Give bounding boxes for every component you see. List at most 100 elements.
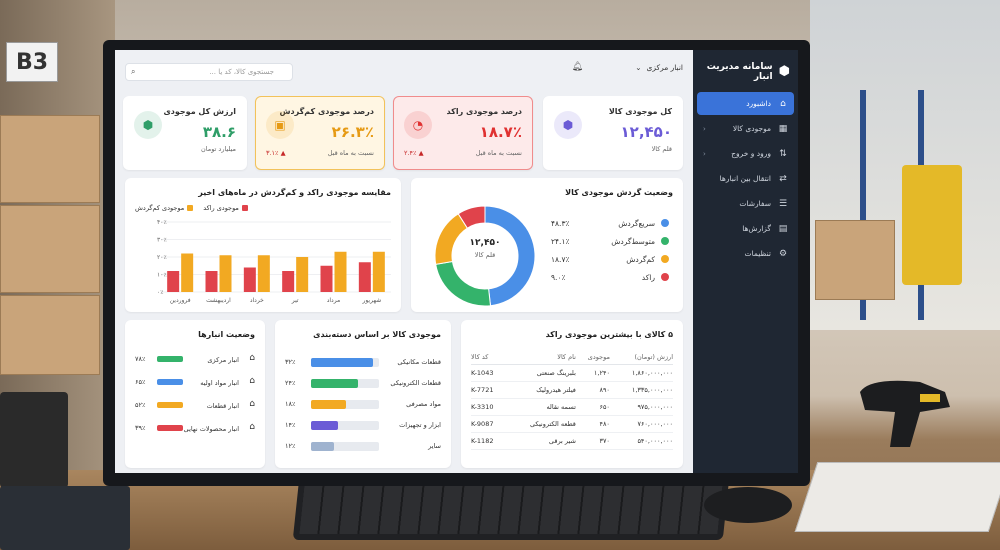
turnover-donut bbox=[434, 205, 536, 307]
turnover-card: وضعیت گردش موجودی کالا ۱۲,۴۵۰ قلم کالا س… bbox=[411, 178, 683, 312]
search-input[interactable]: جستجوی کالا، کد یا ... ⌕ bbox=[125, 63, 293, 81]
sidebar-item-1[interactable]: ▦ موجودی کالا ‹ bbox=[697, 117, 794, 140]
category-bar-track bbox=[311, 400, 379, 409]
swap-icon: ⇅ bbox=[779, 148, 787, 159]
sidebar-item-label: سفارشات bbox=[739, 199, 771, 208]
category-bar-fill bbox=[311, 358, 374, 367]
sidebar-item-0[interactable]: ⌂ داشبورد bbox=[697, 92, 794, 115]
kpi-unit: قلم کالا bbox=[651, 145, 672, 153]
legend-series-name: موجودی کم‌گردش bbox=[135, 204, 185, 212]
cardboard-box bbox=[815, 220, 895, 300]
bar-0-5 bbox=[358, 262, 371, 292]
table-cell: فیلتر هیدرولیک bbox=[505, 381, 576, 399]
category-bar-track bbox=[311, 358, 379, 367]
keyboard bbox=[292, 478, 730, 540]
kpi-card-3: ارزش کل موجودی ۳۸.۶ میلیارد تومان ⬢ bbox=[123, 96, 247, 170]
category-bar-track bbox=[311, 442, 379, 451]
warehouse-row[interactable]: ⌂ انبار محصولات نهایی ۳۹٪ bbox=[135, 421, 255, 439]
table-cell: شیر برقی bbox=[505, 432, 576, 450]
table-row[interactable]: K-1043 بلبرینگ صنعتی ۱,۲۴۰ ۱,۸۶۰,۰۰۰,۰۰۰ bbox=[471, 364, 673, 382]
bar-0-1 bbox=[205, 271, 218, 292]
warehouse-bar bbox=[157, 379, 183, 385]
category-stock-card: موجودی کالا بر اساس دسته‌بندی قطعات مکان… bbox=[275, 320, 451, 468]
table-row[interactable]: K-1182 شیر برقی ۳۷۰ ۵۴۰,۰۰۰,۰۰۰ bbox=[471, 432, 673, 450]
brand-title: سامانه مدیریت انبار bbox=[706, 62, 773, 82]
legend-series-name: موجودی راکد bbox=[203, 204, 239, 212]
legend-percent: ۱۸.۷٪ bbox=[551, 254, 570, 264]
category-row: قطعات الکترونیکی ۲۴٪ bbox=[285, 375, 441, 393]
kpi-change: ▲ ۲.۴٪ bbox=[404, 149, 424, 157]
warehouse-bar bbox=[157, 402, 183, 408]
chevron-left-icon: ‹ bbox=[703, 124, 706, 133]
turnover-title: وضعیت گردش موجودی کالا bbox=[565, 188, 673, 197]
warehouse-row[interactable]: ⌂ انبار قطعات ۵۲٪ bbox=[135, 398, 255, 416]
home-icon: ⌂ bbox=[780, 98, 786, 109]
barcode-scanner bbox=[860, 380, 950, 447]
x-tick-label: فروردین bbox=[170, 297, 191, 304]
sidebar-item-5[interactable]: ▤ گزارش‌ها bbox=[697, 217, 794, 240]
table-cell: ۱,۲۴۰ bbox=[575, 364, 610, 382]
comparison-chart-card: مقایسه موجودی راکد و کم‌گردش در ماه‌های … bbox=[125, 178, 401, 312]
notebook bbox=[0, 486, 130, 550]
bar-0-0 bbox=[167, 271, 180, 292]
pen-holder bbox=[0, 392, 68, 488]
sidebar-item-6[interactable]: ⚙ تنظیمات bbox=[697, 242, 794, 265]
legend-label: متوسط‌گردش bbox=[611, 236, 655, 246]
sidebar-item-3[interactable]: ⇄ انتقال بین انبارها bbox=[697, 167, 794, 190]
warehouse-row[interactable]: ⌂ انبار مواد اولیه ۶۵٪ bbox=[135, 375, 255, 393]
sidebar-item-label: داشبورد bbox=[746, 99, 771, 108]
table-cell: K-1182 bbox=[471, 432, 506, 450]
warehouse-row[interactable]: ⌂ انبار مرکزی ۷۸٪ bbox=[135, 352, 255, 370]
x-tick-label: تیر bbox=[291, 297, 299, 304]
bell-icon[interactable]: 🔔︎ bbox=[571, 62, 583, 72]
table-header-cell: نام کالا bbox=[505, 350, 576, 365]
sidebar-item-label: تنظیمات bbox=[744, 249, 771, 258]
table-row[interactable]: K-3310 تسمه نقاله ۶۵۰ ۹۷۵,۰۰۰,۰۰۰ bbox=[471, 398, 673, 416]
legend-dot bbox=[661, 237, 669, 245]
table-cell: ۵۴۰,۰۰۰,۰۰۰ bbox=[609, 432, 673, 450]
table-row[interactable]: K-9087 قطعه الکترونیکی ۴۸۰ ۷۶۰,۰۰۰,۰۰۰ bbox=[471, 415, 673, 433]
y-tick-label: ۳۰٪ bbox=[157, 237, 167, 244]
category-bar-fill bbox=[311, 421, 339, 430]
legend-label: کم‌گردش bbox=[626, 254, 655, 264]
table-cell: K-7721 bbox=[471, 381, 506, 399]
stagnant-table-header: کد کالا نام کالا موجودی ارزش (تومان) bbox=[471, 350, 673, 365]
location-selector[interactable]: انبار مرکزی ⌄ bbox=[635, 63, 683, 72]
search-placeholder: جستجوی کالا، کد یا ... bbox=[209, 68, 274, 76]
turnover-legend-row: کم‌گردش ۱۸.۷٪ bbox=[551, 250, 669, 268]
warehouse-label: انبار قطعات bbox=[206, 402, 239, 410]
y-tick-label: ۲۰٪ bbox=[157, 254, 167, 261]
stagnant-table: کد کالا نام کالا موجودی ارزش (تومان) K-1043… bbox=[471, 350, 673, 450]
bar-1-0 bbox=[181, 253, 194, 292]
legend-percent: ۲۴.۱٪ bbox=[551, 236, 570, 246]
turnover-legend-row: متوسط‌گردش ۲۴.۱٪ bbox=[551, 232, 669, 250]
sidebar-item-2[interactable]: ⇅ ورود و خروج ‹ bbox=[697, 142, 794, 165]
category-label: قطعات الکترونیکی bbox=[390, 379, 441, 387]
cube-icon: ⬢ bbox=[554, 111, 582, 139]
sidebar-nav: ⌂ داشبورد ▦ موجودی کالا ‹ ⇅ ورود و خروج ‹ ⇄ انتقا… bbox=[693, 92, 798, 265]
table-row[interactable]: K-7721 فیلتر هیدرولیک ۸۹۰ ۱,۳۳۵,۰۰۰,۰۰۰ bbox=[471, 381, 673, 399]
kpi-value: ۲۶.۳٪ bbox=[331, 123, 374, 141]
donut-slice-0 bbox=[484, 205, 536, 307]
chevron-left-icon: ‹ bbox=[703, 149, 706, 158]
bar-1-1 bbox=[219, 255, 232, 292]
x-tick-label: شهریور bbox=[361, 297, 381, 304]
bar-0-4 bbox=[320, 265, 333, 292]
x-tick-label: خرداد bbox=[250, 297, 264, 304]
kpi-note: نسبت به ماه قبل bbox=[327, 149, 374, 157]
legend-swatch bbox=[241, 205, 248, 211]
table-cell: ۳۷۰ bbox=[575, 432, 610, 450]
table-cell: قطعه الکترونیکی bbox=[505, 415, 576, 433]
grid-icon: ▦ bbox=[778, 123, 788, 134]
comparison-chart-title: مقایسه موجودی راکد و کم‌گردش در ماه‌های … bbox=[198, 188, 391, 197]
x-tick-label: اردیبهشت bbox=[206, 297, 231, 304]
category-row: ابزار و تجهیزات ۱۴٪ bbox=[285, 417, 441, 435]
donut-center-value: ۱۲,۴۵۰ bbox=[469, 238, 501, 248]
legend-label: سریع‌گردش bbox=[618, 218, 655, 228]
warehouse-percent: ۵۲٪ bbox=[135, 401, 146, 409]
sidebar-item-label: گزارش‌ها bbox=[742, 224, 771, 233]
kpi-value: ۳۸.۶ bbox=[202, 123, 236, 141]
sidebar-item-4[interactable]: ☰ سفارشات bbox=[697, 192, 794, 215]
topbar: انبار مرکزی ⌄ 🔔︎ جستجوی کالا، کد یا ... … bbox=[125, 60, 683, 82]
warehouses-card: وضعیت انبارها ⌂ انبار مرکزی ۷۸٪ ⌂ انبار مواد… bbox=[125, 320, 265, 468]
